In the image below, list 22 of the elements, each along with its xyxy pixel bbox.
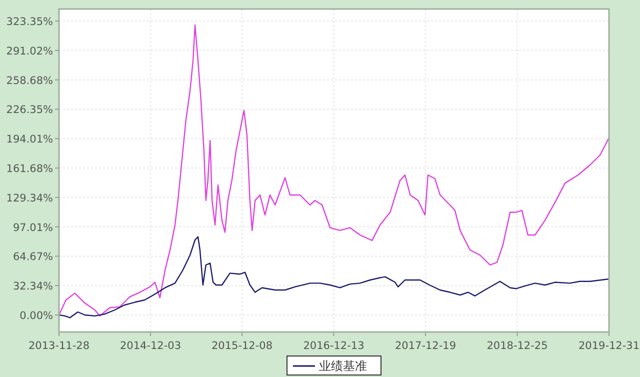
y-tick-label: 291.02% <box>6 45 54 58</box>
y-tick-label: 226.35% <box>6 104 54 116</box>
y-tick-label: 129.34% <box>6 192 54 204</box>
x-tick-label: 2017-12-19 <box>394 340 456 352</box>
y-tick-label: 0.00% <box>20 310 54 322</box>
y-tick-label: 64.67% <box>12 251 54 264</box>
legend: 业绩基准 <box>286 356 382 376</box>
legend-label: 业绩基准 <box>319 359 367 373</box>
y-tick-label: 32.34% <box>12 280 54 293</box>
x-tick-label: 2015-12-08 <box>211 340 273 352</box>
x-tick-label: 2019-12-31 <box>578 340 640 352</box>
y-tick-label: 194.01% <box>6 134 54 146</box>
x-tick-label: 2014-12-03 <box>120 340 182 352</box>
x-tick-label: 2013-11-28 <box>28 340 90 352</box>
y-tick-label: 323.35% <box>6 16 54 28</box>
x-tick-label: 2016-12-13 <box>303 340 364 352</box>
line-series <box>58 236 610 318</box>
y-tick-label: 258.68% <box>6 74 54 87</box>
y-tick-label: 97.01% <box>12 222 54 234</box>
y-tick-label: 161.68% <box>6 163 54 176</box>
line-series <box>58 24 610 317</box>
x-tick-label: 2018-12-25 <box>486 340 548 352</box>
